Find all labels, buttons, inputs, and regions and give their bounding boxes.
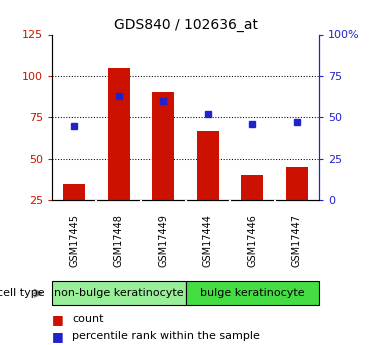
Text: count: count <box>72 314 104 324</box>
Bar <box>52 281 186 305</box>
Text: GSM17445: GSM17445 <box>69 214 79 267</box>
Text: bulge keratinocyte: bulge keratinocyte <box>200 288 305 298</box>
Text: percentile rank within the sample: percentile rank within the sample <box>72 332 260 341</box>
Bar <box>241 175 263 200</box>
Bar <box>286 167 308 200</box>
Bar <box>197 130 219 200</box>
Text: GSM17447: GSM17447 <box>292 214 302 267</box>
Text: GSM17446: GSM17446 <box>247 214 257 267</box>
Text: ■: ■ <box>52 330 64 343</box>
Title: GDS840 / 102636_at: GDS840 / 102636_at <box>114 18 257 32</box>
Bar <box>186 281 319 305</box>
Text: GSM17448: GSM17448 <box>114 214 124 267</box>
Bar <box>63 184 85 200</box>
Text: non-bulge keratinocyte: non-bulge keratinocyte <box>54 288 184 298</box>
Bar <box>108 68 130 200</box>
Text: ■: ■ <box>52 313 64 326</box>
Text: GSM17444: GSM17444 <box>203 214 213 267</box>
Bar <box>152 92 174 200</box>
Text: cell type: cell type <box>0 288 45 298</box>
Text: GSM17449: GSM17449 <box>158 214 168 267</box>
